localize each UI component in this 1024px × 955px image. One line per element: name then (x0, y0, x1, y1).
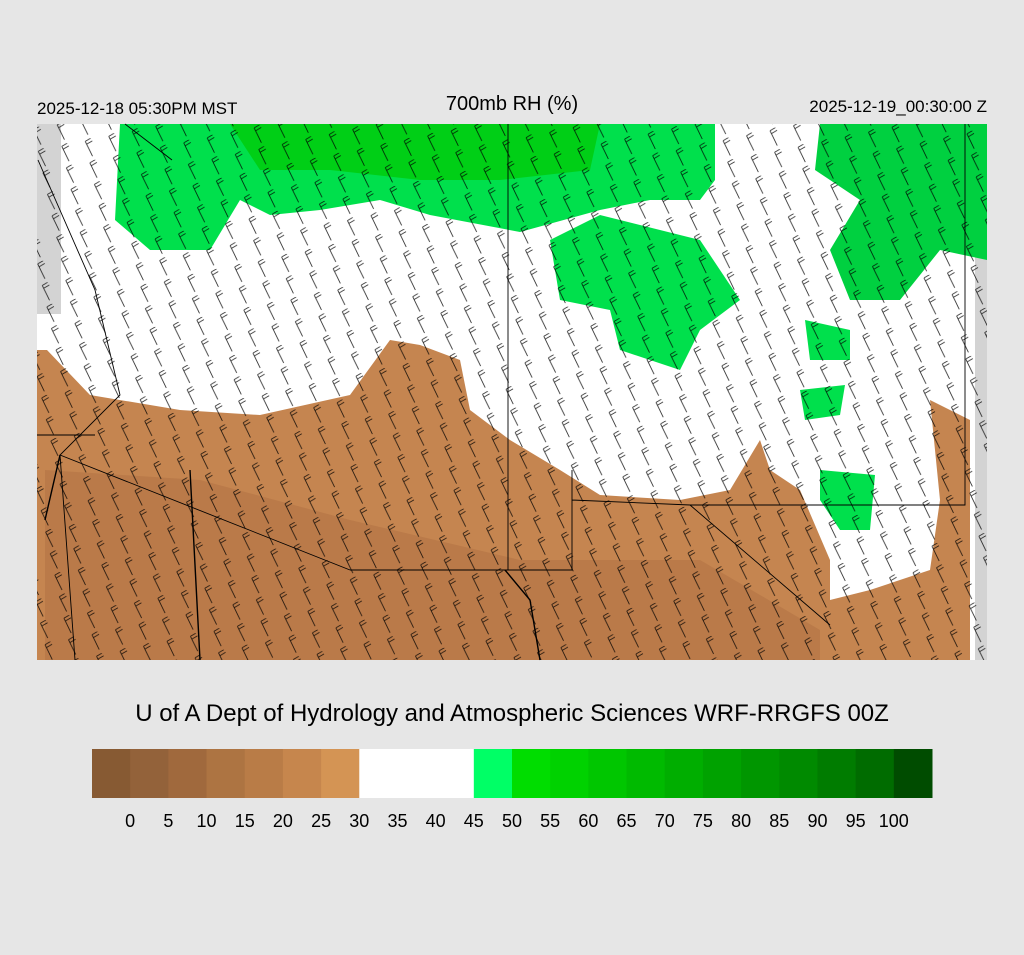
colorbar-box (855, 749, 895, 798)
colorbar-tick-label: 40 (426, 811, 446, 831)
colorbar-tick-label: 80 (731, 811, 751, 831)
valid-utc: 2025-12-19_00:30:00 Z (809, 97, 987, 116)
colorbar-tick-label: 35 (387, 811, 407, 831)
colorbar-box (512, 749, 551, 798)
colorbar-tick-label: 55 (540, 811, 560, 831)
colorbar-box (779, 749, 818, 798)
valid-local: 2025-12-18 05:30PM MST (37, 99, 237, 118)
colorbar-box (359, 749, 398, 798)
colorbar-box (702, 749, 742, 798)
colorbar-tick-label: 90 (807, 811, 827, 831)
colorbar-tick-label: 65 (617, 811, 637, 831)
colorbar-box (741, 749, 780, 798)
colorbar-tick-label: 20 (273, 811, 293, 831)
colorbar-box (893, 749, 933, 798)
colorbar-tick-label: 0 (125, 811, 135, 831)
colorbar-tick-label: 60 (578, 811, 598, 831)
colorbar-box (206, 749, 246, 798)
colorbar-tick-label: 100 (879, 811, 909, 831)
wind-barbs (37, 124, 987, 660)
colorbar-box (550, 749, 589, 798)
colorbar-box (244, 749, 284, 798)
colorbar-box (588, 749, 628, 798)
colorbar-tick-label: 30 (349, 811, 369, 831)
colorbar-tick-label: 45 (464, 811, 484, 831)
colorbar: 0 5 10 15 20 25 30 35 40 45 50 55 60 65 70 75 80 85 90 95 10… (92, 749, 933, 831)
colorbar-tick-label: 5 (163, 811, 173, 831)
colorbar-box (817, 749, 857, 798)
map (37, 123, 987, 661)
colorbar-box (321, 749, 360, 798)
colorbar-tick-label: 15 (235, 811, 255, 831)
colorbar-tick-label: 50 (502, 811, 522, 831)
colorbar-box (626, 749, 666, 798)
colorbar-tick-label: 95 (846, 811, 866, 831)
colorbar-tick-label: 70 (655, 811, 675, 831)
colorbar-box (130, 749, 169, 798)
map-title: 700mb RH (%) (446, 93, 578, 115)
colorbar-box (282, 749, 322, 798)
colorbar-tick-label: 10 (197, 811, 217, 831)
colorbar-box (397, 749, 437, 798)
colorbar-box (92, 749, 131, 798)
colorbar-box (473, 749, 513, 798)
colorbar-tick-label: 25 (311, 811, 331, 831)
colorbar-box (664, 749, 704, 798)
colorbar-box (435, 749, 475, 798)
colorbar-tick-label: 75 (693, 811, 713, 831)
colorbar-tick-label: 85 (769, 811, 789, 831)
credit: U of A Dept of Hydrology and Atmospheric… (135, 700, 889, 727)
colorbar-box (168, 749, 208, 798)
